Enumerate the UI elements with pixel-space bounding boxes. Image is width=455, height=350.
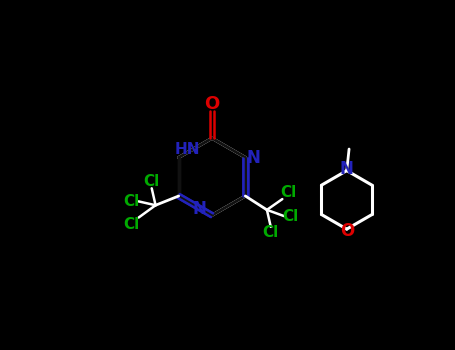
Text: N: N [246, 149, 260, 167]
Text: Cl: Cl [123, 217, 139, 232]
Text: HN: HN [175, 142, 200, 157]
Text: N: N [340, 160, 354, 178]
Text: Cl: Cl [280, 186, 297, 201]
Text: Cl: Cl [263, 225, 279, 240]
Text: N: N [192, 201, 206, 218]
Text: Cl: Cl [282, 209, 298, 224]
Text: Cl: Cl [123, 194, 139, 209]
Text: Cl: Cl [144, 174, 160, 189]
Text: O: O [204, 95, 220, 113]
Text: O: O [339, 222, 354, 240]
